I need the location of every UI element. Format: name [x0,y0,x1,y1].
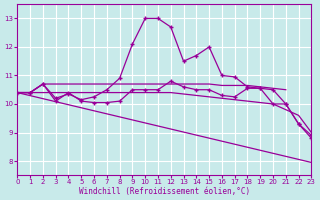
X-axis label: Windchill (Refroidissement éolien,°C): Windchill (Refroidissement éolien,°C) [79,187,250,196]
